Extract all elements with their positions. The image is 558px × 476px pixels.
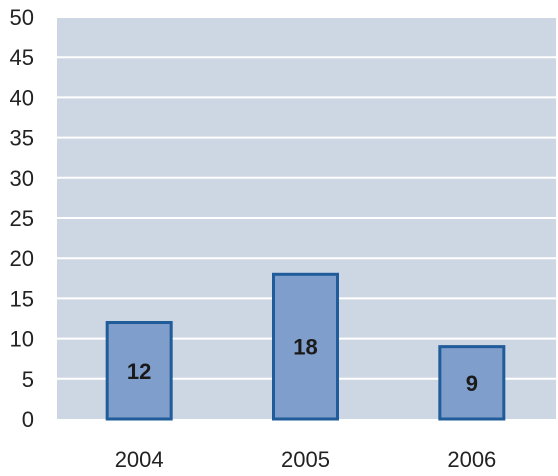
y-tick-label: 5 — [22, 367, 34, 392]
data-labels: 12 18 9 — [127, 335, 478, 396]
data-label-2005: 18 — [293, 335, 317, 360]
y-axis-tick-labels: 0 5 10 15 20 25 30 35 40 45 50 — [10, 5, 34, 432]
x-axis-category-labels: 2004 2005 2006 — [115, 447, 497, 472]
data-label-2006: 9 — [466, 371, 478, 396]
y-tick-label: 10 — [10, 327, 34, 352]
category-label-2004: 2004 — [115, 447, 164, 471]
y-tick-label: 40 — [10, 85, 34, 110]
y-tick-label: 15 — [10, 286, 34, 311]
y-tick-label: 25 — [10, 206, 34, 231]
y-tick-label: 45 — [10, 45, 34, 70]
y-tick-label: 20 — [10, 246, 34, 271]
bar-2004 — [105, 321, 173, 421]
data-label-2004: 12 — [127, 359, 151, 384]
category-label-2005: 2005 — [281, 447, 330, 471]
category-label-2006: 2006 — [447, 447, 496, 471]
y-tick-label: 30 — [10, 166, 34, 191]
bar-2005 — [272, 272, 339, 421]
y-tick-label: 35 — [10, 126, 34, 151]
y-tick-label: 0 — [22, 407, 34, 432]
y-tick-label: 50 — [10, 5, 34, 30]
bars — [105, 272, 506, 421]
bar-2006 — [438, 345, 506, 421]
